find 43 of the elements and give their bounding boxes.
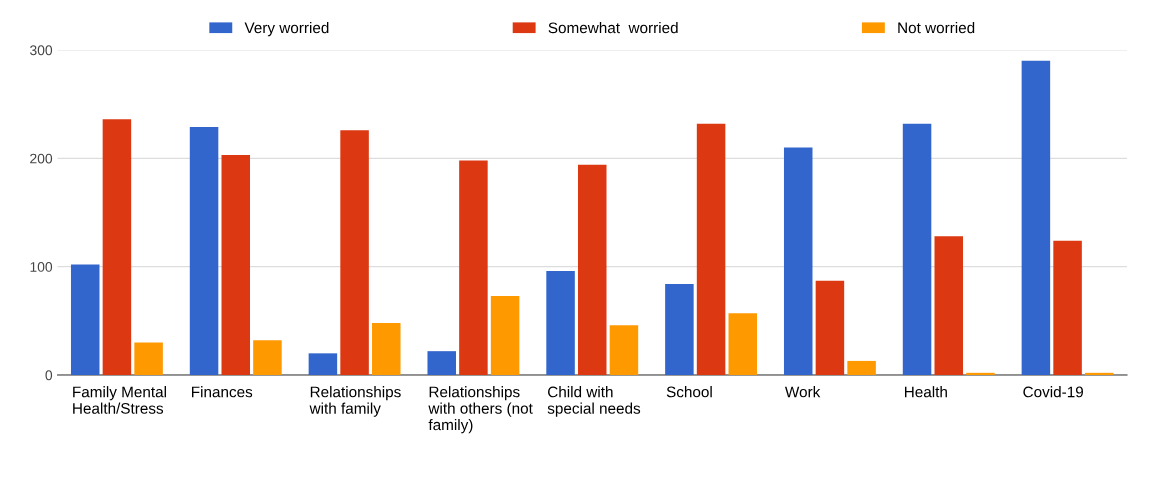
x-tick-label: Relationships with others (not family) — [428, 386, 533, 434]
bar — [102, 119, 132, 375]
bar — [189, 126, 219, 375]
bar — [934, 236, 964, 375]
bar — [696, 123, 726, 375]
x-tick-label: Family Mental Health/Stress — [73, 386, 166, 414]
bar — [70, 264, 100, 375]
bar — [847, 360, 876, 375]
y-tick-label: 100 — [30, 262, 53, 272]
x-tick-label: Relationships with family — [309, 386, 401, 417]
bar — [221, 155, 251, 375]
legend-label: Somewhat worried — [548, 22, 678, 34]
x-tick-label: Health — [905, 386, 947, 398]
x-tick-label: Work — [784, 386, 821, 398]
y-tick-label: 300 — [30, 45, 53, 56]
bar — [815, 280, 845, 375]
bar — [609, 325, 639, 375]
bar — [340, 130, 369, 375]
bar — [134, 342, 163, 375]
bar — [427, 351, 456, 375]
bar — [1053, 240, 1082, 375]
x-tick-label: Finances — [192, 386, 253, 398]
legend-label: Very worried — [244, 22, 329, 37]
bar — [728, 313, 758, 375]
bar — [308, 353, 338, 375]
x-tick-label: Child with special needs — [547, 386, 641, 417]
y-tick-label: 200 — [30, 153, 53, 164]
bar — [253, 340, 282, 375]
bar — [783, 147, 813, 375]
bar — [966, 372, 995, 375]
bar — [902, 123, 932, 375]
legend-label: Not worried — [898, 22, 975, 34]
x-tick-label: Covid-19 — [1023, 386, 1083, 398]
y-tick-label: 0 — [45, 370, 53, 381]
bar — [372, 323, 401, 375]
bar — [577, 164, 607, 375]
bar — [1021, 60, 1051, 375]
bar — [459, 160, 488, 375]
bar — [1085, 372, 1114, 375]
bar — [665, 284, 694, 375]
bar — [490, 295, 520, 375]
bar — [546, 271, 575, 375]
x-tick-label: School — [666, 386, 712, 398]
